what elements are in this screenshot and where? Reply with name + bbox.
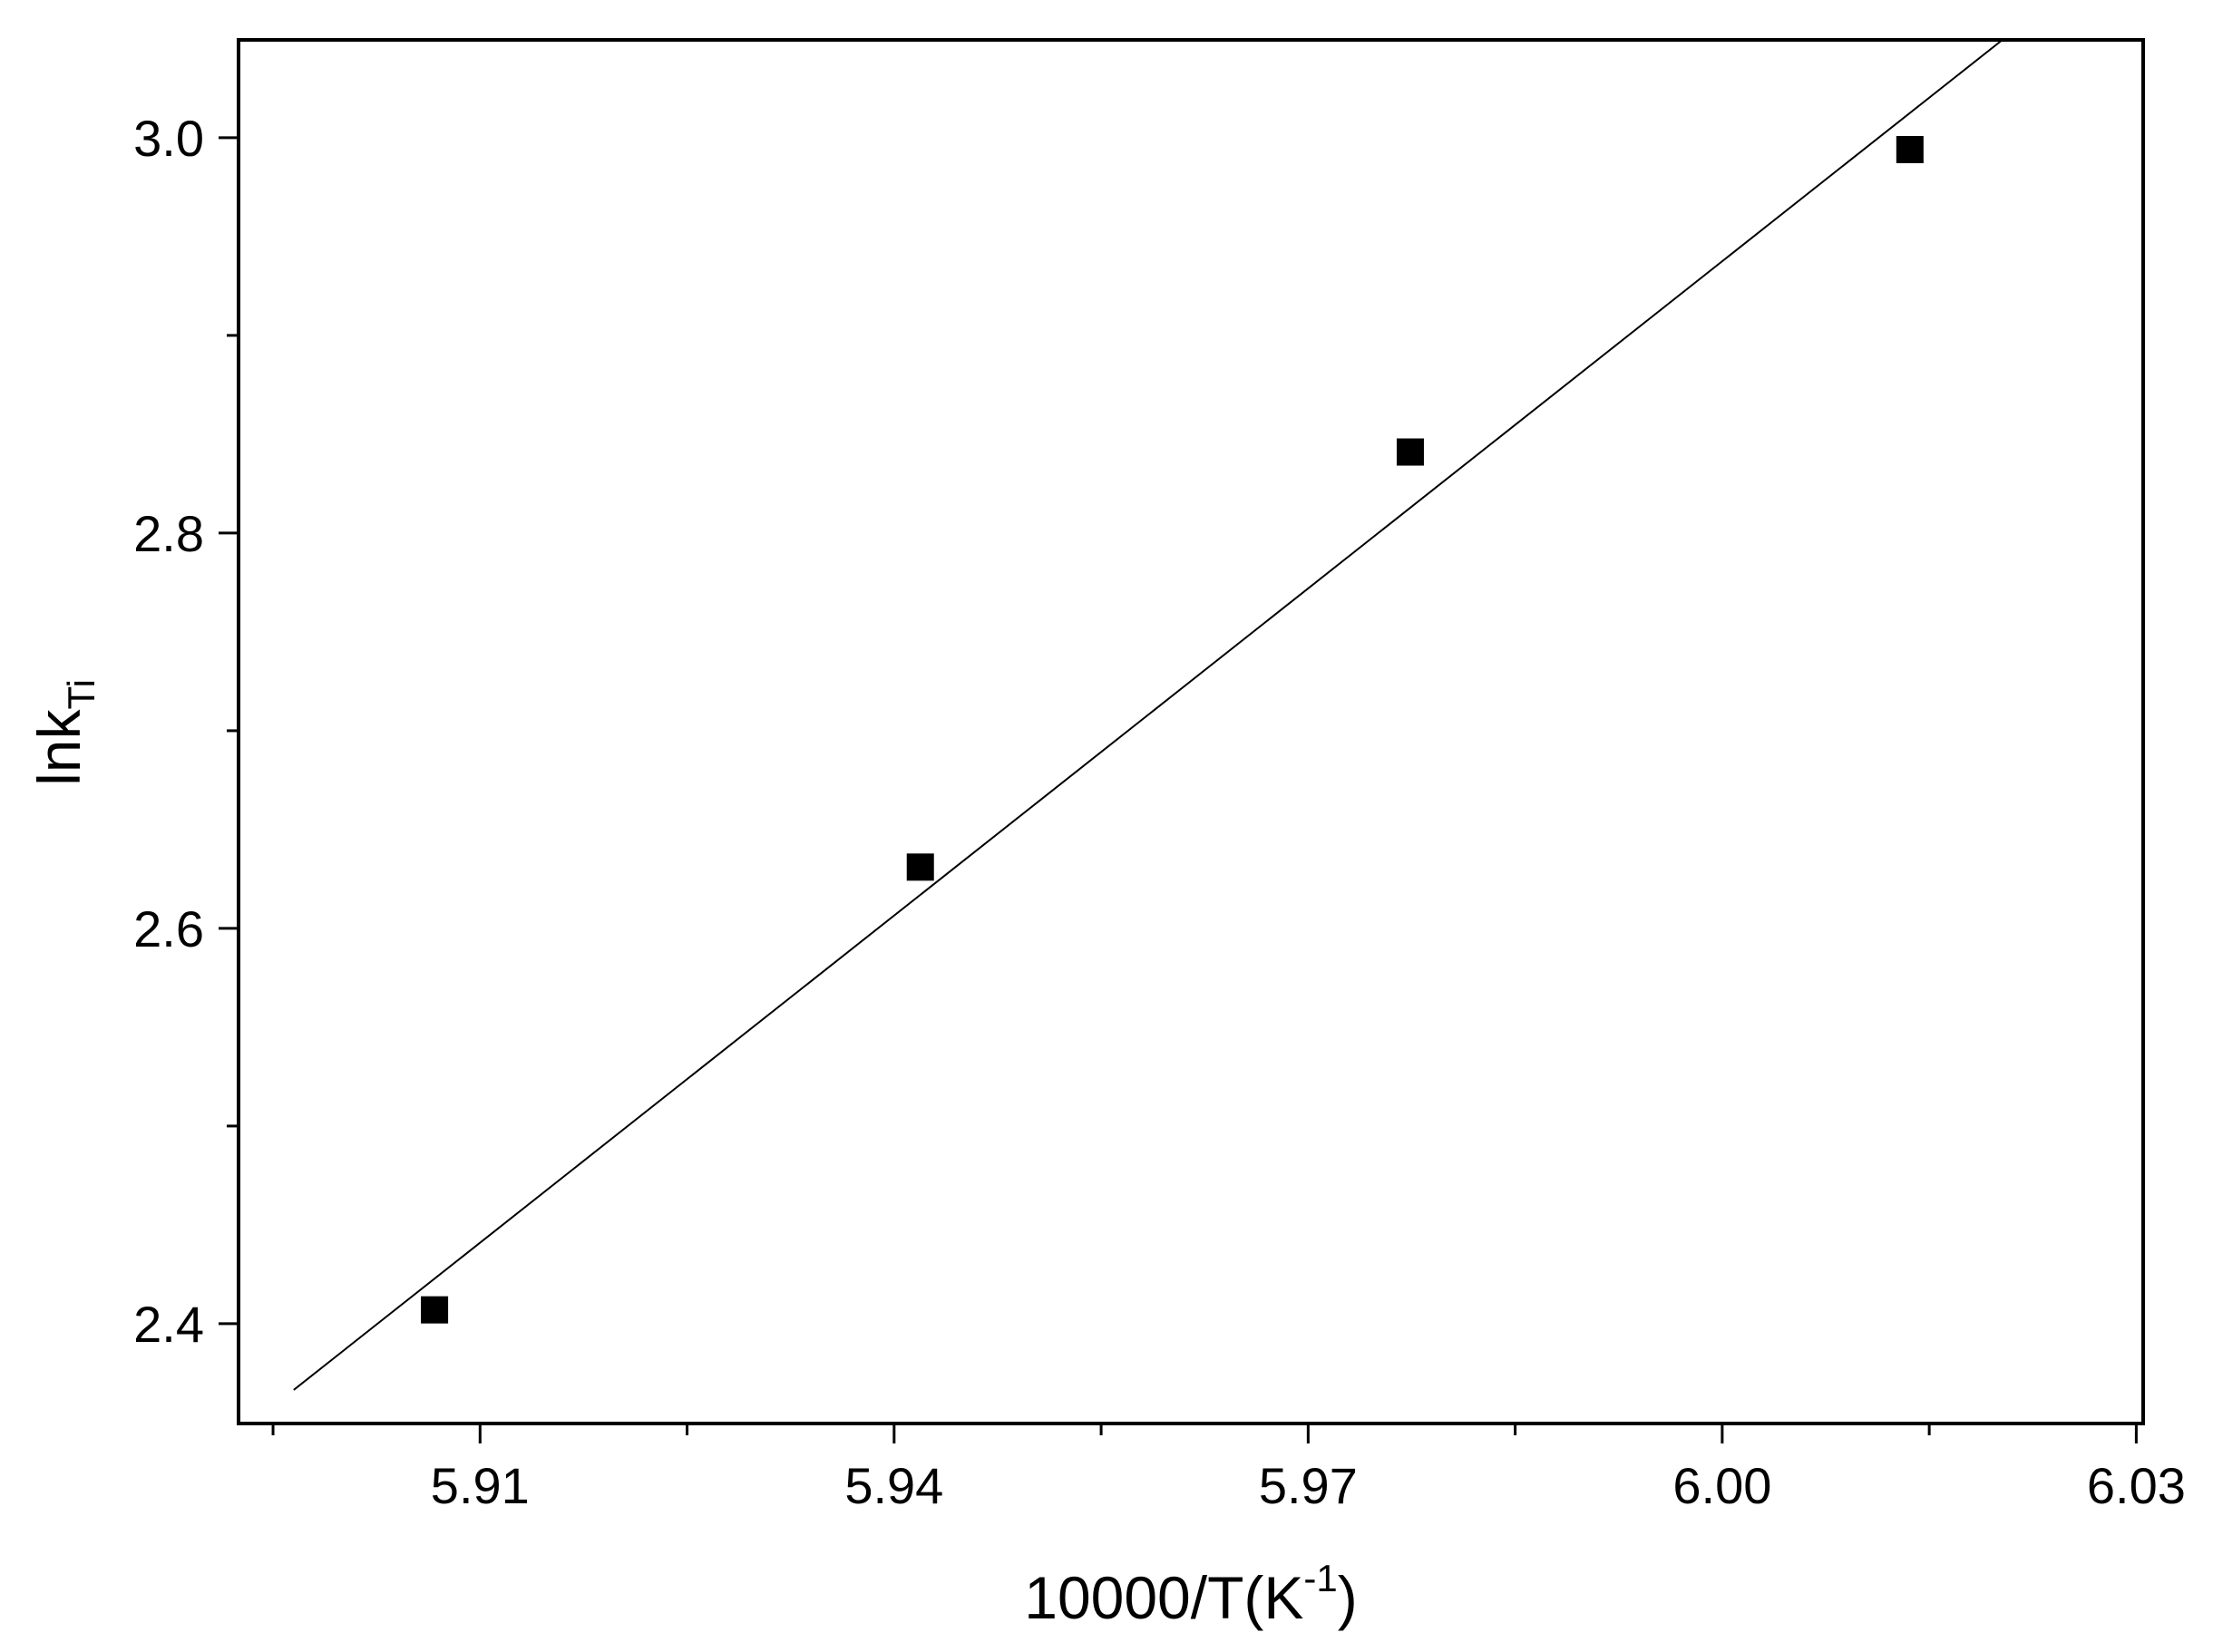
x-tick-label: 5.97 bbox=[1259, 1457, 1358, 1514]
y-axis-title: lnkTi bbox=[25, 679, 102, 786]
y-tick-label: 2.8 bbox=[133, 505, 204, 562]
fit-line-layer bbox=[293, 39, 2003, 1391]
x-axis: 5.91 5.94 5.97 6.00 6.03 bbox=[271, 1424, 2186, 1514]
data-point bbox=[1396, 438, 1424, 466]
data-point bbox=[1896, 135, 1924, 163]
data-points bbox=[421, 135, 1924, 1324]
y-tick-label: 2.6 bbox=[133, 900, 204, 957]
y-tick-label: 3.0 bbox=[133, 110, 204, 167]
data-point bbox=[906, 853, 934, 881]
y-tick-label: 2.4 bbox=[133, 1296, 204, 1353]
x-tick-label: 5.94 bbox=[844, 1457, 943, 1514]
x-tick-label: 5.91 bbox=[431, 1457, 530, 1514]
plot-frame bbox=[237, 38, 2145, 1425]
data-point bbox=[421, 1296, 449, 1324]
x-tick-label: 6.00 bbox=[1672, 1457, 1771, 1514]
x-axis-title: 10000/T(K-1) bbox=[1024, 1557, 1358, 1631]
x-tick-label: 6.03 bbox=[2087, 1457, 2186, 1514]
linear-fit-line bbox=[293, 39, 2003, 1391]
y-axis: 2.4 2.6 2.8 3.0 bbox=[133, 110, 239, 1353]
